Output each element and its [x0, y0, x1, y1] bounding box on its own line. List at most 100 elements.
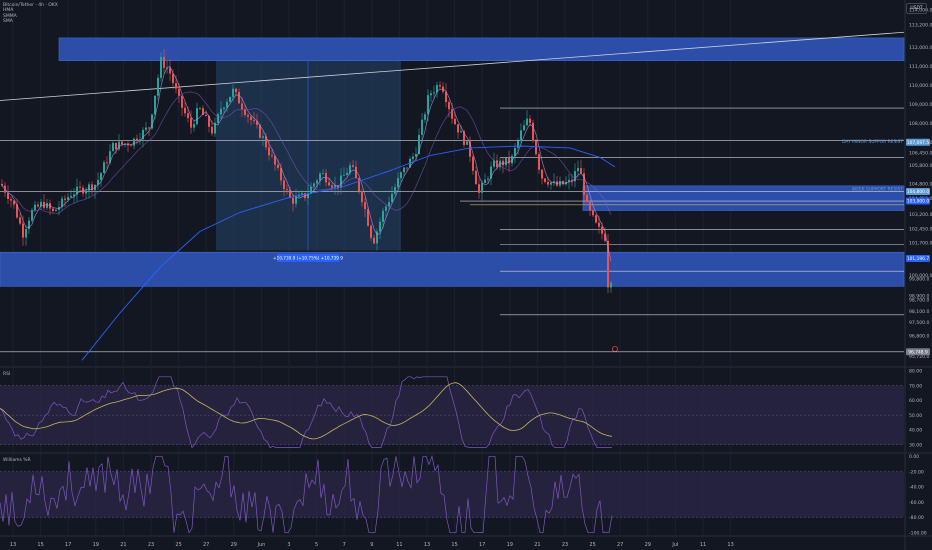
- resistance-zone-top: [58, 37, 905, 61]
- candle-body: [13, 200, 15, 205]
- candle-body: [31, 209, 33, 221]
- zone-label: DAY MINOR SUPPOR RESIST: [842, 139, 903, 145]
- legend-hma[interactable]: HMA: [3, 8, 14, 14]
- time-tick-label: 23: [562, 542, 568, 548]
- candle-body: [109, 151, 111, 163]
- candle-body: [265, 136, 267, 148]
- time-tick-label: 3: [287, 542, 290, 548]
- price-tick-label: 108,000.0: [909, 121, 932, 127]
- time-tick-label: 25: [589, 542, 595, 548]
- legend-sma[interactable]: SMA: [3, 19, 13, 25]
- currency-button[interactable]: USDT: [906, 3, 927, 14]
- price-label-text: 107,097.5: [907, 140, 930, 146]
- time-tick-label: 13: [727, 542, 733, 548]
- candle-body: [37, 204, 39, 207]
- candle-body: [376, 231, 378, 244]
- time-tick-label: 21: [534, 542, 540, 548]
- candle-body: [76, 186, 78, 195]
- zone-label: WEEK SUPPORT RESIST: [852, 186, 903, 192]
- candle-body: [370, 225, 372, 238]
- candle-body: [526, 118, 528, 126]
- hma-line: [1, 66, 612, 262]
- rsi-ma-line: [0, 382, 613, 440]
- candle-body: [235, 88, 237, 93]
- candle-body: [169, 67, 171, 74]
- candle-body: [259, 124, 261, 138]
- candle-body: [343, 174, 345, 176]
- candle-body: [466, 141, 468, 145]
- time-tick-label: 17: [65, 542, 71, 548]
- candle-body: [154, 95, 156, 115]
- price-tick-label: 102,450.0: [909, 226, 932, 232]
- price-label-text: 101,196.7: [907, 256, 930, 262]
- time-tick-label: 29: [645, 542, 651, 548]
- candle-body: [301, 193, 303, 195]
- price-tick-label: 100,000.0: [909, 273, 932, 279]
- candle-body: [415, 153, 417, 157]
- candle-body: [139, 139, 141, 141]
- candle-body: [541, 169, 543, 179]
- candle-body: [493, 160, 495, 167]
- candle-body: [451, 109, 453, 119]
- wr-tick-label: -40.00: [909, 485, 924, 491]
- price-tick-label: 101,700.0: [909, 241, 932, 247]
- candle-body: [220, 108, 222, 115]
- candle-body: [580, 168, 582, 174]
- price-tick-label: 96,800.0: [909, 333, 930, 339]
- symbol-title: Bitcoin/Tether · 4h · OKX: [3, 3, 58, 8]
- candle-body: [553, 181, 555, 183]
- candle-body: [283, 180, 285, 190]
- candle-body: [592, 210, 594, 216]
- candle-body: [253, 120, 255, 121]
- price-label-text: 103,900.0: [907, 199, 930, 205]
- candle-body: [436, 85, 438, 93]
- candle-body: [271, 155, 273, 156]
- candle-body: [373, 237, 375, 244]
- time-tick-label: Jun: [256, 542, 265, 548]
- candle-body: [523, 125, 525, 131]
- candle-body: [151, 114, 153, 129]
- candle-body: [121, 141, 123, 145]
- price-tick-label: 98,100.0: [909, 309, 930, 315]
- candle-body: [88, 184, 90, 191]
- candle-body: [601, 226, 603, 234]
- rsi-line: [0, 376, 612, 449]
- candle-body: [232, 88, 234, 97]
- measure-label-box: [277, 253, 339, 262]
- candle-body: [34, 204, 36, 210]
- legend-smma[interactable]: SMMA: [3, 13, 17, 19]
- candle-body: [610, 282, 612, 288]
- candle-body: [46, 203, 48, 208]
- candle-body: [598, 222, 600, 227]
- candle-body: [223, 107, 225, 109]
- price-tick-label: 95,720.0: [909, 354, 930, 360]
- rsi-tick-label: 30.00: [909, 442, 922, 448]
- measure-label-text: +10,739.9 (+10.75%) +10,739.9: [273, 256, 343, 261]
- time-tick-label: 27: [617, 542, 623, 548]
- candle-body: [586, 194, 588, 203]
- candle-body: [226, 101, 228, 108]
- candle-body: [577, 168, 579, 172]
- candle-body: [19, 217, 21, 224]
- candle-body: [532, 122, 534, 141]
- candle-body: [322, 173, 324, 174]
- williams-title: Williams %R: [3, 458, 31, 463]
- candle-body: [79, 186, 81, 188]
- time-tick-label: 21: [120, 542, 126, 548]
- candle-body: [352, 165, 354, 167]
- candle-body: [364, 202, 366, 210]
- time-tick-label: 5: [315, 542, 318, 548]
- event-marker-circle: [612, 345, 618, 352]
- candle-body: [460, 131, 462, 133]
- candle-body: [112, 142, 114, 152]
- price-label-tag: [906, 188, 930, 196]
- candle-body: [22, 223, 24, 238]
- candle-body: [595, 215, 597, 223]
- time-tick-label: 17: [479, 542, 485, 548]
- candle-body: [520, 130, 522, 141]
- candle-body: [247, 114, 249, 117]
- price-tick-label: 112,000.0: [909, 45, 932, 51]
- smma-line: [1, 91, 612, 216]
- candle-body: [502, 160, 504, 166]
